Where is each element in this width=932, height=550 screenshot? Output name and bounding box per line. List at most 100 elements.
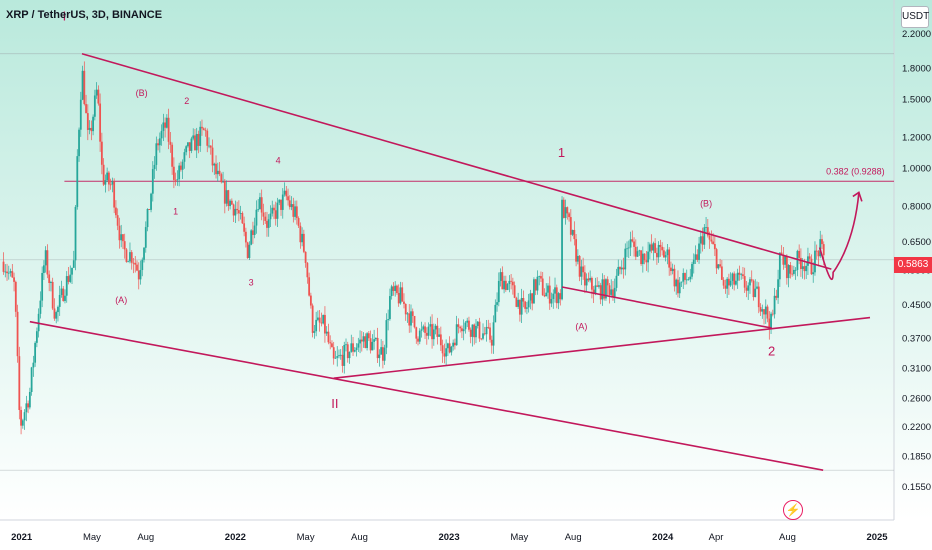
candle-body <box>190 138 193 151</box>
lightning-icon[interactable]: ⚡ <box>783 500 803 520</box>
candle-body <box>685 279 688 281</box>
candle-body <box>369 338 372 351</box>
candle-body <box>634 246 637 257</box>
candle-body <box>394 285 397 291</box>
candle-body <box>712 241 714 245</box>
candle-body <box>436 325 439 337</box>
candle-body <box>687 279 690 281</box>
candle-body <box>218 170 221 175</box>
candle-body <box>729 280 732 286</box>
candle-body <box>726 278 729 289</box>
candle-body <box>401 287 404 302</box>
candle-body <box>102 164 105 185</box>
candle-body <box>610 289 613 295</box>
candle-body <box>763 309 765 315</box>
candle-body <box>538 276 541 277</box>
candle-body <box>69 274 72 282</box>
candle-body <box>415 327 418 339</box>
last-price-label[interactable]: 0.5863 <box>894 257 932 273</box>
candle-body <box>659 244 662 247</box>
candle-body <box>796 250 799 270</box>
candle-body <box>239 213 242 214</box>
candle-body <box>155 143 158 165</box>
candle-body <box>661 246 664 251</box>
candle-body <box>346 344 349 359</box>
candle-body <box>136 264 138 271</box>
candle-body <box>808 256 811 259</box>
candle-body <box>294 206 296 217</box>
candle-body <box>134 262 137 265</box>
wave-label: 1 <box>558 145 565 160</box>
price-tick-label: 1.2000 <box>902 132 931 143</box>
candle-body <box>352 343 354 352</box>
candle-body <box>364 336 367 349</box>
wave-label: (B) <box>136 88 148 98</box>
wave-label: 2 <box>768 343 775 358</box>
candle-body <box>201 126 203 129</box>
time-axis-background <box>0 520 932 550</box>
candle-body <box>482 333 484 339</box>
candle-body <box>462 329 465 332</box>
candle-body <box>9 271 12 273</box>
candle-body <box>262 212 265 217</box>
candle-body <box>192 135 195 139</box>
candle-body <box>536 276 539 291</box>
candle-body <box>141 259 144 271</box>
candle-body <box>424 326 426 333</box>
candle-body <box>157 143 159 146</box>
candle-body <box>204 129 207 131</box>
candle-body <box>545 292 548 297</box>
wave-label: 2 <box>184 96 189 106</box>
candle-body <box>348 351 351 359</box>
candle-body <box>805 265 808 272</box>
candle-body <box>130 252 133 263</box>
candle-body <box>596 285 599 287</box>
candle-body <box>438 334 440 337</box>
candle-body <box>359 339 361 344</box>
candle-body <box>473 324 476 338</box>
candle-body <box>18 356 21 410</box>
candle-body <box>641 253 644 265</box>
candle-body <box>573 229 576 240</box>
candle-body <box>213 163 216 166</box>
candle-body <box>810 258 813 275</box>
candle-body <box>757 286 760 308</box>
candle-body <box>469 329 472 337</box>
candle-body <box>376 337 379 359</box>
candle-body <box>794 269 797 271</box>
candle-body <box>592 289 595 295</box>
candle-body <box>6 271 8 274</box>
candle-body <box>817 251 820 257</box>
candle-body <box>14 281 17 312</box>
candle-body <box>531 293 534 304</box>
horizontal-lines <box>0 53 894 471</box>
candle-body <box>290 204 293 208</box>
candle-body <box>35 331 38 343</box>
candle-body <box>297 218 300 226</box>
candle-body <box>79 99 82 130</box>
candle-body <box>483 333 486 335</box>
time-tick-label: May <box>510 532 528 543</box>
candle-body <box>557 293 560 304</box>
candle-body <box>420 329 423 331</box>
candle-body <box>180 165 182 170</box>
candle-body <box>518 299 521 315</box>
candle-body <box>199 126 202 146</box>
candle-body <box>663 250 665 258</box>
candle-body <box>673 268 676 287</box>
candle-body <box>692 259 695 264</box>
candle-body <box>58 294 61 307</box>
candle-body <box>167 117 170 142</box>
candle-body <box>418 330 421 342</box>
candle-body <box>432 329 435 340</box>
candle-body <box>434 325 437 330</box>
candle-body <box>619 266 621 270</box>
candle-body <box>742 274 744 277</box>
candle-body <box>617 266 620 276</box>
candle-body <box>2 261 5 272</box>
candle-body <box>777 279 779 298</box>
candle-body <box>594 285 597 295</box>
currency-button[interactable]: USDT <box>901 6 929 28</box>
time-tick-label: May <box>83 532 101 543</box>
